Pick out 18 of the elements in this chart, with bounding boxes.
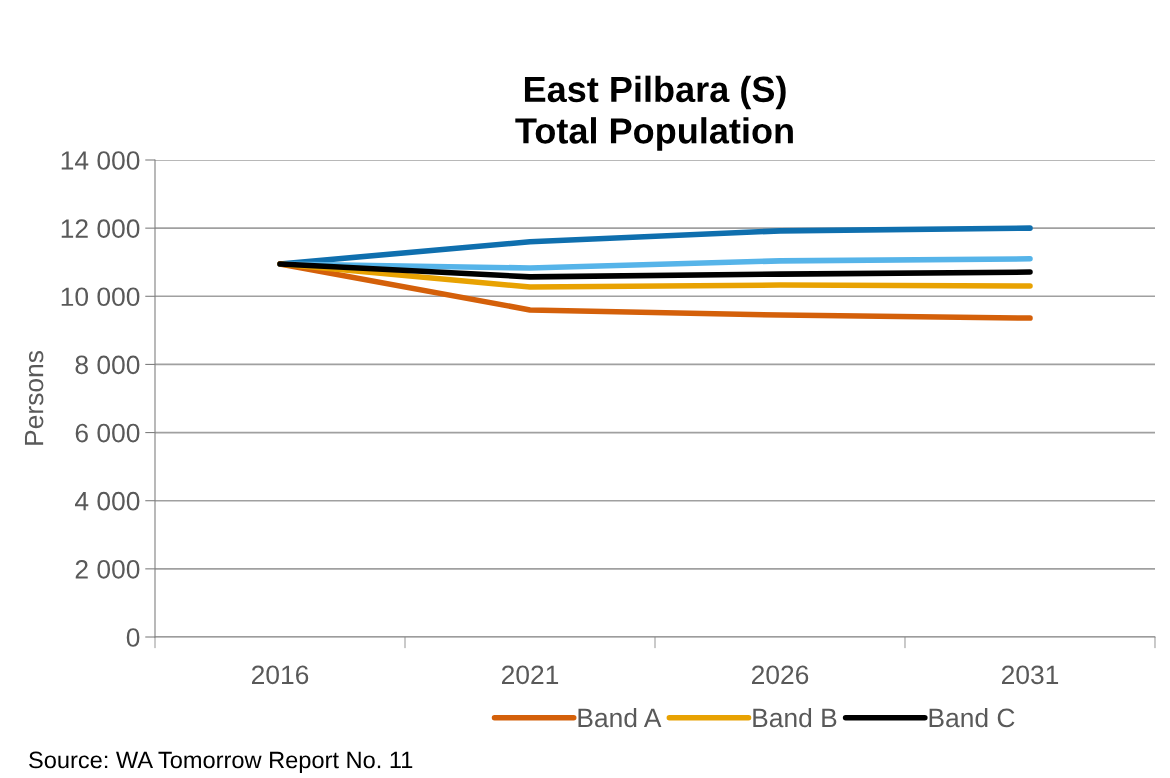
y-tick-label: 8 000 <box>75 355 140 375</box>
x-tick-label: 2026 <box>751 665 809 685</box>
x-tick-label: 2031 <box>1001 665 1059 685</box>
y-axis-title: Persons <box>24 351 44 445</box>
y-tick-label: 12 000 <box>61 219 140 238</box>
y-tick-label: 14 000 <box>61 151 140 170</box>
legend-label: Band B <box>753 707 837 728</box>
legend-label: Band C <box>929 707 1015 728</box>
chart-title: East Pilbara (S) Total Population <box>515 75 793 151</box>
legend-label: Band A <box>578 707 662 728</box>
y-tick-label: 6 000 <box>75 423 140 443</box>
y-tick-label: 0 <box>126 628 140 647</box>
source-note: Source: WA Tomorrow Report No. 11 <box>29 751 413 774</box>
y-tick-label: 4 000 <box>74 491 140 511</box>
y-tick-label: 10 000 <box>61 287 140 307</box>
x-tick-label: 2021 <box>501 665 559 685</box>
x-tick-label: 2016 <box>251 665 309 685</box>
y-tick-label: 2 000 <box>75 559 140 579</box>
